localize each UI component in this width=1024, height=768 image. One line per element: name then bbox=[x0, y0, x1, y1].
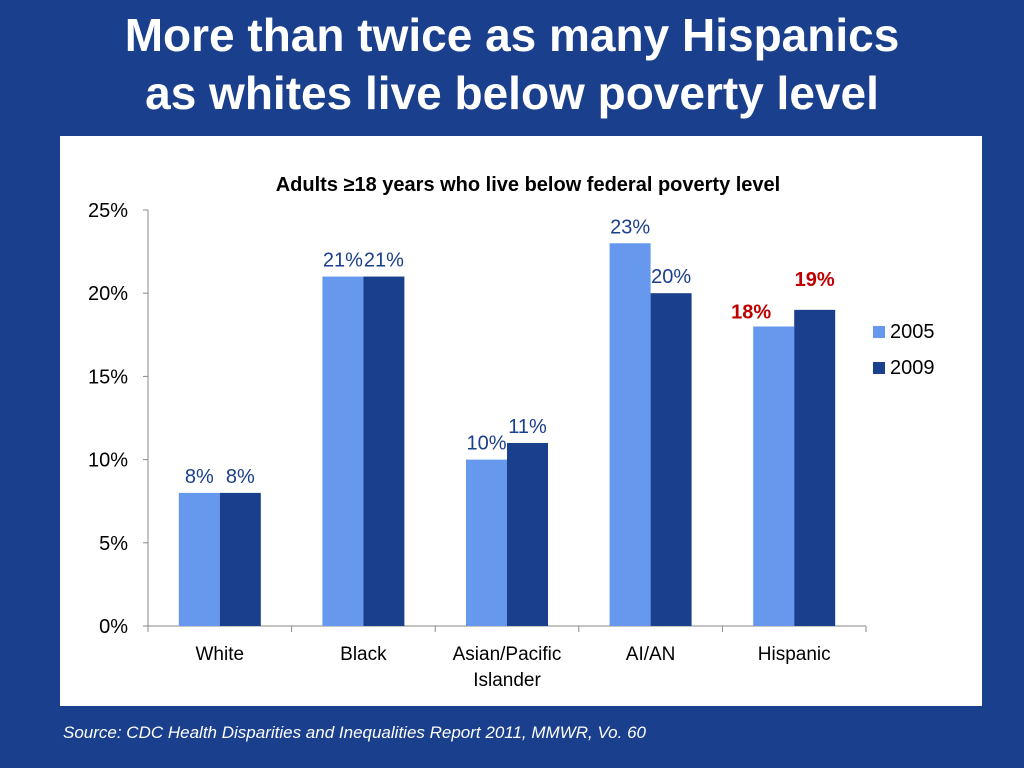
data-label: 19% bbox=[795, 269, 835, 291]
bar-2009 bbox=[363, 276, 405, 626]
data-label: 21% bbox=[364, 250, 404, 272]
data-label: 8% bbox=[226, 466, 255, 488]
bar-2005 bbox=[322, 276, 364, 626]
data-label: 10% bbox=[466, 433, 506, 455]
y-tick-label: 0% bbox=[99, 616, 128, 638]
bar-2009 bbox=[794, 309, 836, 626]
data-label: 11% bbox=[508, 416, 547, 438]
bar-2009 bbox=[650, 293, 692, 626]
y-tick-label: 15% bbox=[88, 366, 128, 388]
legend-swatch-2005 bbox=[873, 326, 885, 338]
slide-title: More than twice as many Hispanics as whi… bbox=[0, 6, 1024, 122]
y-tick-label: 20% bbox=[88, 283, 128, 305]
x-category-label: Islander bbox=[473, 670, 541, 691]
bar-2005 bbox=[753, 326, 795, 626]
x-category-label: Hispanic bbox=[758, 644, 831, 665]
bar-2009 bbox=[219, 492, 261, 626]
y-tick-label: 25% bbox=[88, 200, 128, 222]
x-category-label: AI/AN bbox=[626, 644, 676, 665]
x-category-label: Asian/Pacific bbox=[453, 644, 562, 665]
slide-title-line-2: as whites live below poverty level bbox=[145, 67, 879, 119]
chart-panel: Adults ≥18 years who live below federal … bbox=[60, 136, 982, 706]
data-label: 18% bbox=[731, 301, 771, 323]
chart-title: Adults ≥18 years who live below federal … bbox=[276, 174, 781, 196]
slide-title-line-1: More than twice as many Hispanics bbox=[124, 9, 900, 61]
data-label: 20% bbox=[651, 266, 691, 288]
data-label: 23% bbox=[610, 216, 650, 238]
data-label: 8% bbox=[185, 466, 214, 488]
bar-2009 bbox=[507, 442, 548, 626]
x-category-label: Black bbox=[340, 644, 387, 665]
y-tick-label: 10% bbox=[88, 450, 128, 472]
data-label: 21% bbox=[323, 250, 363, 272]
bar-2005 bbox=[466, 459, 507, 626]
legend-label-2009: 2009 bbox=[890, 357, 935, 379]
bar-2005 bbox=[609, 243, 651, 626]
y-tick-label: 5% bbox=[99, 533, 128, 555]
legend-label-2005: 2005 bbox=[890, 321, 935, 343]
source-note: Source: CDC Health Disparities and Inequ… bbox=[63, 723, 646, 742]
legend-swatch-2009 bbox=[873, 362, 885, 374]
bar-chart: Adults ≥18 years who live below federal … bbox=[88, 174, 935, 691]
x-category-label: White bbox=[196, 644, 245, 665]
bar-2005 bbox=[178, 492, 220, 626]
